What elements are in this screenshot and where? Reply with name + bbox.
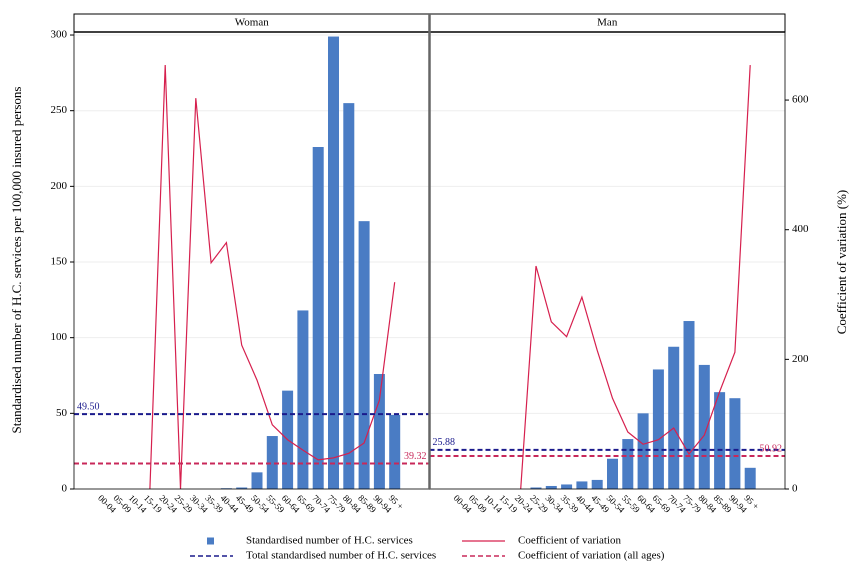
- bar: [744, 467, 756, 489]
- y-tick-label: 100: [51, 331, 68, 343]
- bar: [358, 221, 370, 489]
- bar: [652, 369, 664, 489]
- bar: [343, 103, 355, 490]
- bar: [373, 373, 385, 489]
- panel-title: Man: [597, 17, 618, 29]
- reference-label: 49.50: [77, 401, 100, 412]
- y-tick-label: 250: [51, 104, 68, 116]
- y2-tick-label: 600: [792, 94, 809, 106]
- y-tick-label: 150: [51, 256, 68, 268]
- bar: [591, 479, 603, 489]
- legend-label: Total standardised number of H.C. servic…: [246, 550, 436, 562]
- bar: [297, 310, 309, 489]
- bar: [698, 364, 710, 489]
- bar: [683, 321, 695, 489]
- cv-line: [520, 65, 751, 490]
- y-tick-label: 0: [62, 483, 68, 495]
- bar: [607, 458, 618, 489]
- reference-label: 39.32: [404, 451, 427, 462]
- y-axis-label: Standardised number of H.C. services per…: [9, 87, 24, 434]
- bar: [545, 485, 557, 489]
- legend-label: Coefficient of variation (all ages): [518, 550, 665, 562]
- y-tick-label: 300: [51, 29, 68, 41]
- bar: [561, 484, 573, 489]
- reference-label: 25.88: [433, 437, 456, 448]
- y-tick-label: 50: [56, 407, 68, 419]
- legend-label: Standardised number of H.C. services: [246, 535, 413, 547]
- bar: [530, 487, 542, 489]
- bar: [668, 346, 680, 489]
- y2-tick-label: 400: [792, 223, 809, 235]
- y2-tick-label: 200: [792, 353, 809, 365]
- bar: [622, 439, 634, 489]
- reference-label: 50.92: [760, 443, 783, 454]
- panel-title: Woman: [235, 17, 269, 29]
- y-tick-label: 200: [51, 180, 68, 192]
- bar: [312, 147, 324, 489]
- bar: [389, 414, 401, 489]
- bar: [637, 413, 649, 489]
- y2-axis-label: Coefficient of variation (%): [834, 190, 849, 335]
- bar: [576, 481, 588, 489]
- bar: [251, 472, 263, 489]
- y2-tick-label: 0: [792, 483, 798, 495]
- bar: [266, 436, 278, 489]
- cv-line: [149, 65, 396, 490]
- bar: [236, 487, 248, 489]
- bar: [729, 398, 741, 489]
- legend-label: Coefficient of variation: [518, 535, 622, 547]
- bar: [714, 392, 726, 489]
- bar: [328, 36, 339, 489]
- legend-swatch: [207, 537, 214, 545]
